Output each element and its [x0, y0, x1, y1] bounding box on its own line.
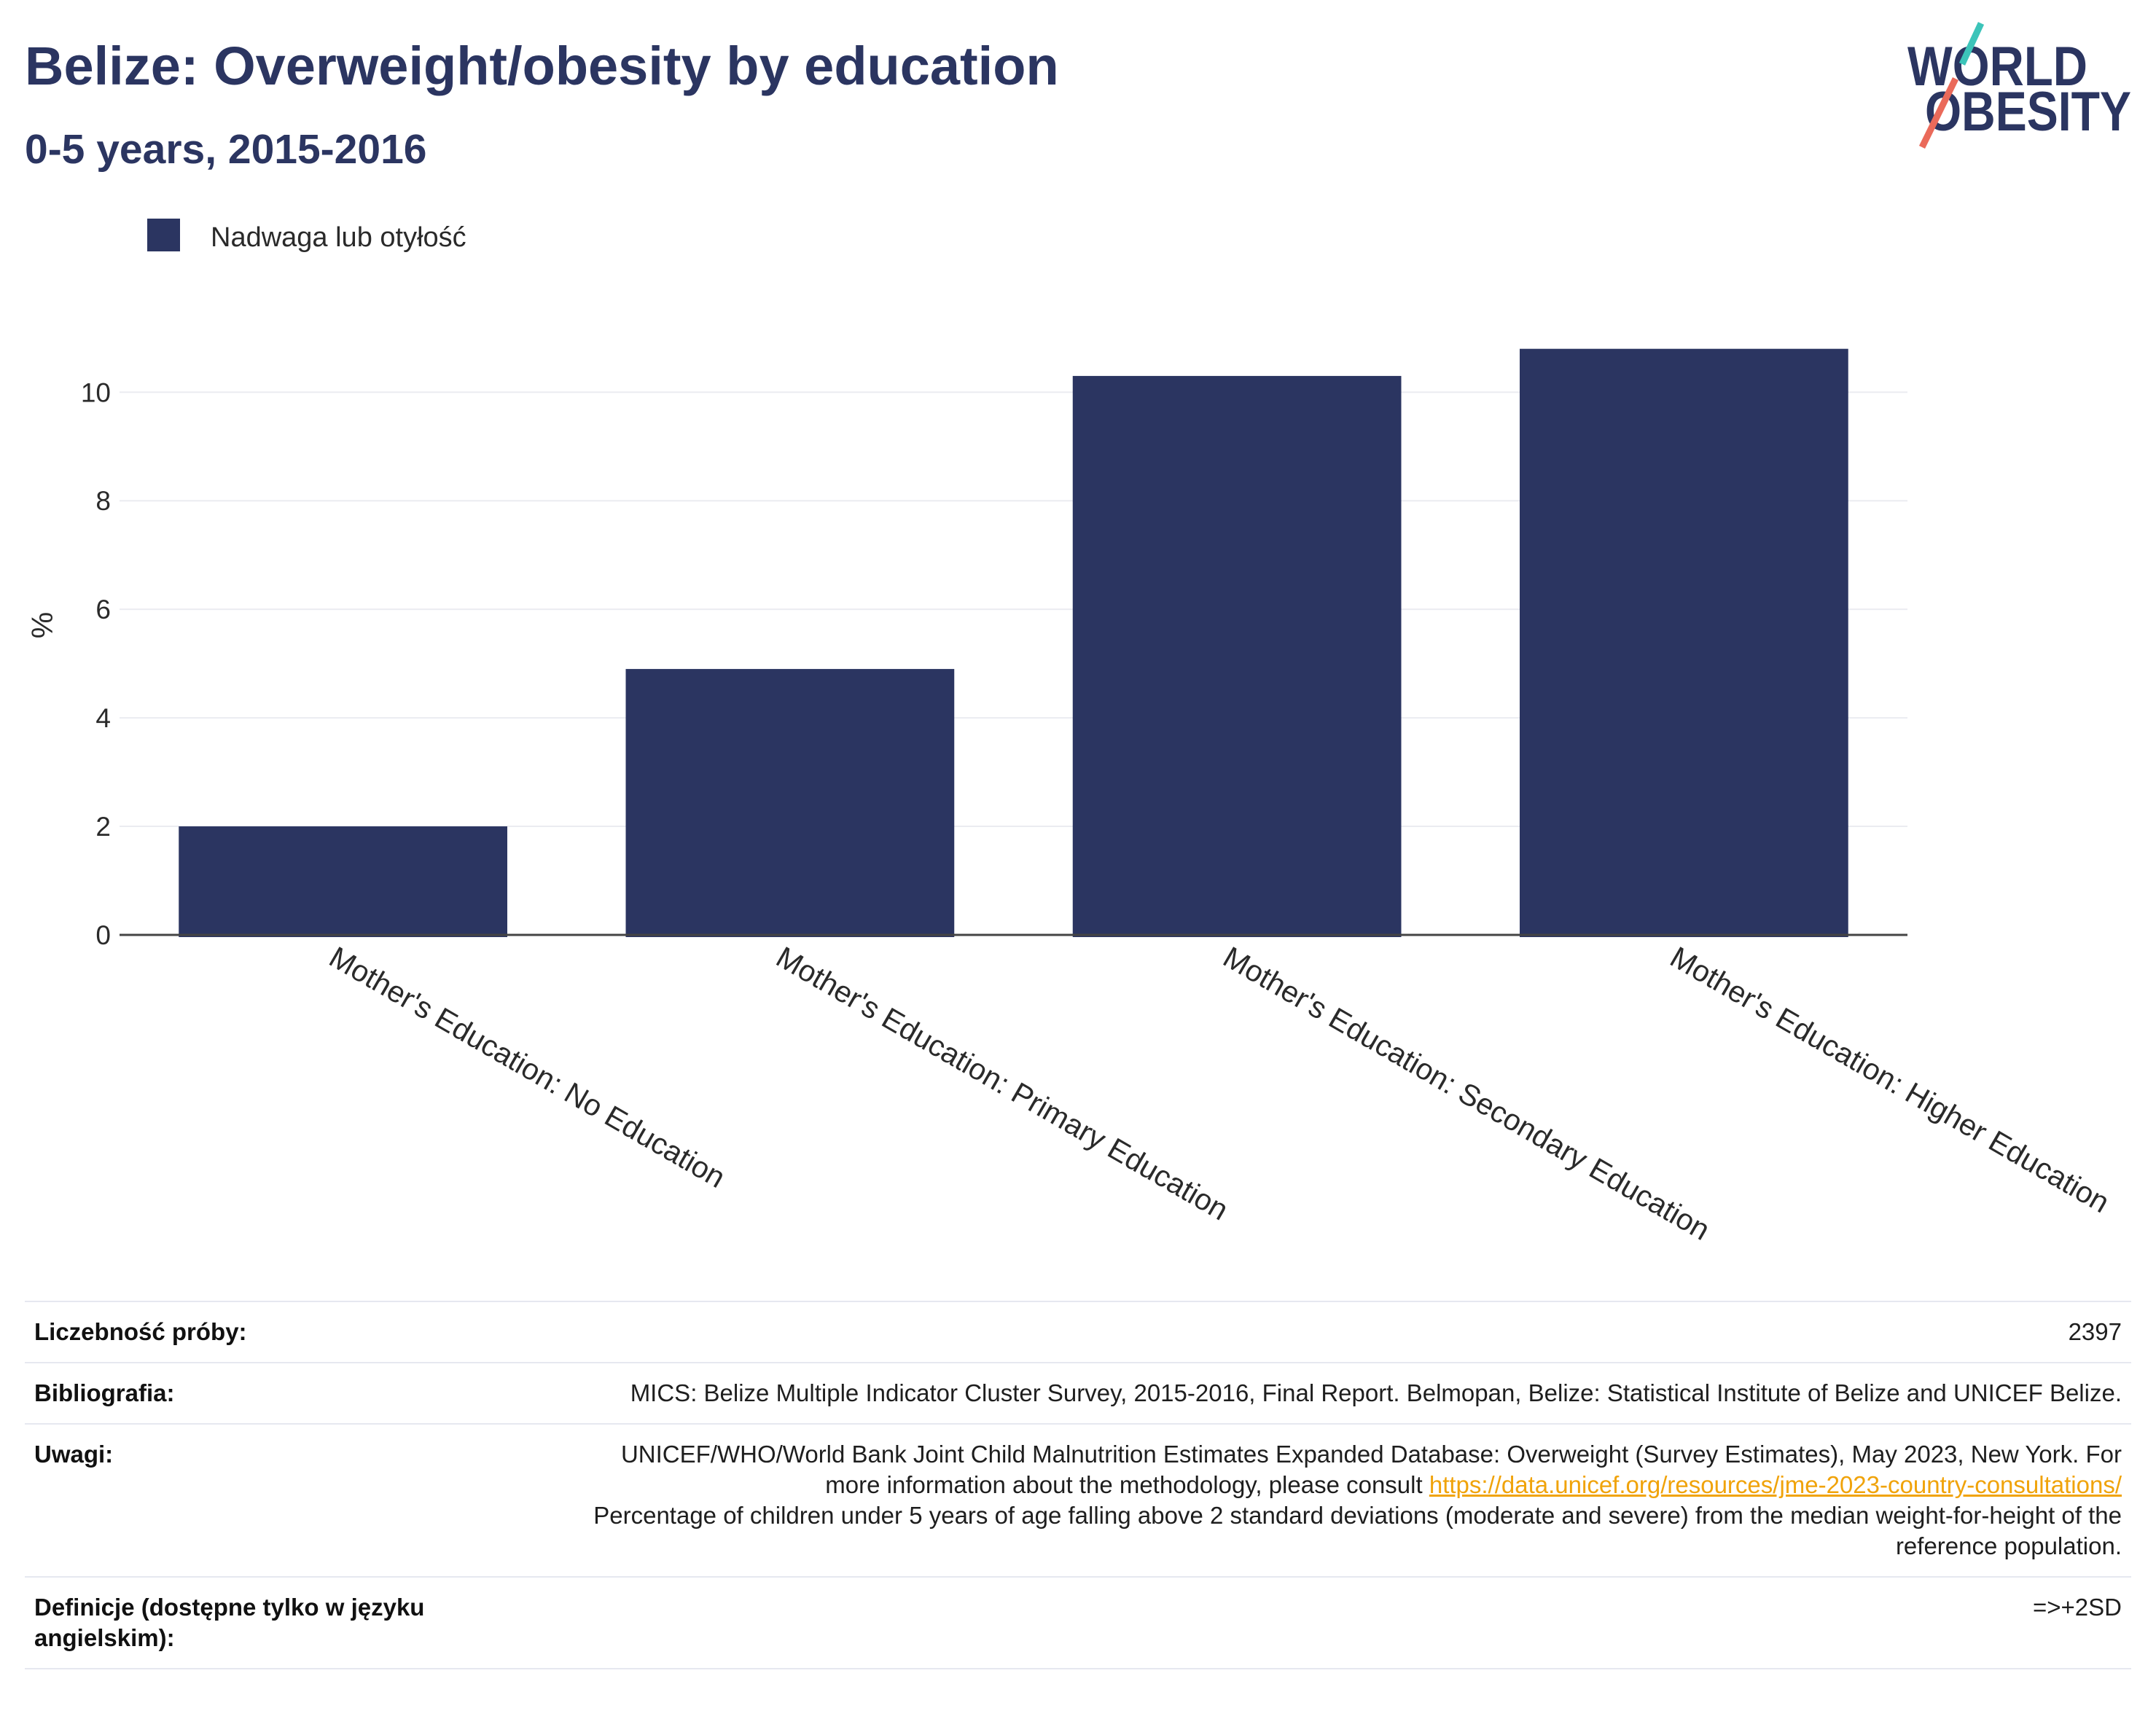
- logo-slash-coral: [1918, 77, 1959, 149]
- legend[interactable]: Nadwaga lub otyłość: [147, 219, 466, 253]
- notes-definition-text: Percentage of children under 5 years of …: [593, 1502, 2122, 1559]
- y-tick-label: 10: [81, 377, 111, 407]
- info-label: Uwagi:: [34, 1441, 114, 1468]
- bar: [179, 826, 507, 937]
- info-row-notes: Uwagi: UNICEF/WHO/World Bank Joint Child…: [25, 1425, 2131, 1578]
- bars: [179, 348, 1848, 937]
- info-label: Liczebność próby:: [34, 1318, 247, 1345]
- info-value: MICS: Belize Multiple Indicator Cluster …: [630, 1379, 2122, 1406]
- y-axis-title: %: [26, 612, 59, 638]
- x-tick-label: Mother's Education: Primary Education: [770, 940, 1234, 1227]
- info-label: Definicje (dostępne tylko w języku angie…: [34, 1594, 425, 1651]
- chart-title: Belize: Overweight/obesity by education: [25, 36, 1059, 96]
- bar: [1072, 375, 1402, 937]
- bar: [625, 669, 955, 937]
- logo-slash-teal: [1958, 22, 1985, 66]
- world-obesity-logo: WORLD OBESITY: [1907, 22, 2131, 149]
- info-row-sample-size: Liczebność próby: 2397: [25, 1302, 2131, 1363]
- info-row-bibliography: Bibliografia: MICS: Belize Multiple Indi…: [25, 1363, 2131, 1425]
- legend-swatch: [147, 219, 180, 251]
- logo-word-world: WORLD: [1907, 36, 2087, 98]
- bar: [1520, 348, 1848, 937]
- notes-text: UNICEF/WHO/World Bank Joint Child Malnut…: [620, 1441, 2122, 1498]
- bar-chart: Nadwaga lub otyłość % 0 2 4 6 8 10 Mother's Ed…: [26, 219, 2115, 1247]
- info-table: Liczebność próby: 2397 Bibliografia: MIC…: [25, 1301, 2131, 1669]
- y-tick-label: 2: [95, 812, 111, 842]
- chart-subtitle: 0-5 years, 2015-2016: [25, 126, 427, 173]
- y-tick-label: 6: [95, 595, 111, 624]
- y-tick-label: 0: [95, 920, 111, 950]
- logo-word-obesity: OBESITY: [1925, 81, 2131, 143]
- info-row-definitions: Definicje (dostępne tylko w języku angie…: [25, 1578, 2131, 1669]
- legend-label: Nadwaga lub otyłość: [211, 222, 466, 253]
- info-value: 2397: [2068, 1318, 2122, 1345]
- y-tick-label: 8: [95, 486, 111, 516]
- info-label: Bibliografia:: [34, 1379, 175, 1406]
- y-tick-label: 4: [95, 703, 111, 733]
- x-tick-label: Mother's Education: Higher Education: [1665, 940, 2115, 1219]
- info-value: UNICEF/WHO/World Bank Joint Child Malnut…: [574, 1439, 2122, 1562]
- methodology-link[interactable]: https://data.unicef.org/resources/jme-20…: [1429, 1471, 2122, 1498]
- x-tick-label: Mother's Education: Secondary Education: [1218, 940, 1716, 1247]
- info-value: =>+2SD: [2032, 1594, 2122, 1621]
- x-tick-label: Mother's Education: No Education: [324, 940, 731, 1194]
